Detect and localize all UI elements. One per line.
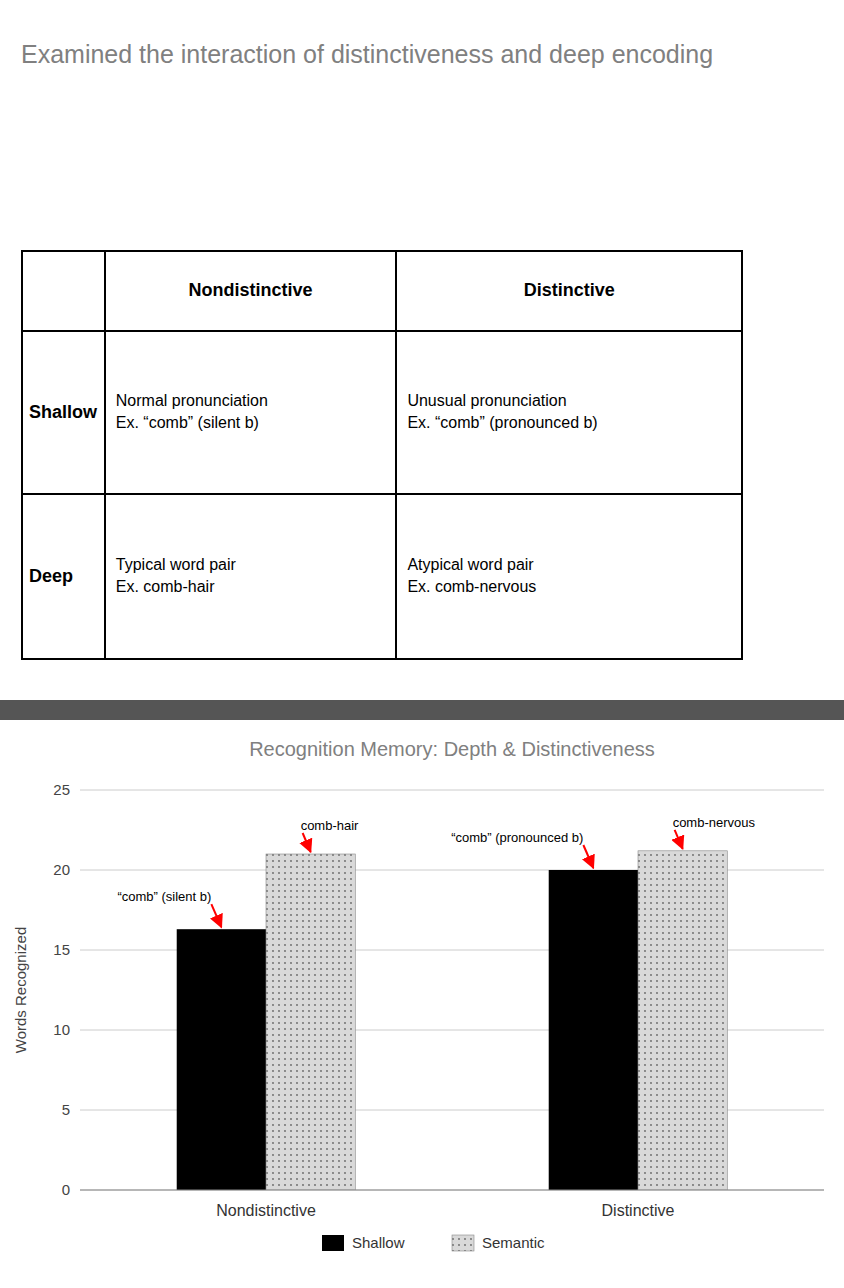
y-tick-label: 20 <box>53 861 70 878</box>
grid-line <box>80 1190 824 1191</box>
chart-title: Recognition Memory: Depth & Distinctiven… <box>249 738 655 760</box>
column-header: Nondistinctive <box>105 251 397 331</box>
annotation: “comb” (silent b) <box>117 889 211 904</box>
row-header: Shallow <box>22 331 105 494</box>
table-cell: Atypical word pair Ex. comb-nervous <box>396 494 742 659</box>
header-row: NondistinctiveDistinctive <box>22 251 742 331</box>
table-cell: Normal pronunciation Ex. “comb” (silent … <box>105 331 397 494</box>
annotation-arrow <box>211 904 221 927</box>
y-axis-label: Words Recognized <box>12 927 29 1053</box>
annotation-arrow <box>303 833 311 852</box>
x-tick-label: Distinctive <box>602 1202 675 1219</box>
annotation-arrow <box>583 845 593 868</box>
table: NondistinctiveDistinctiveShallowNormal p… <box>21 250 743 660</box>
legend-label: Shallow <box>352 1234 405 1251</box>
legend-swatch <box>452 1235 474 1251</box>
bar <box>177 929 266 1190</box>
bar <box>549 870 638 1190</box>
annotation-arrow <box>675 830 683 849</box>
top-panel: Examined the interaction of distinctiven… <box>0 0 844 700</box>
corner-cell <box>22 251 105 331</box>
legend-swatch <box>322 1235 344 1251</box>
bar-chart: Recognition Memory: Depth & Distinctiven… <box>0 720 844 1288</box>
y-tick-label: 10 <box>53 1021 70 1038</box>
bars <box>177 851 728 1190</box>
grid-line <box>80 790 824 791</box>
table-row: DeepTypical word pair Ex. comb-hairAtypi… <box>22 494 742 659</box>
x-axis-line <box>80 1190 824 1191</box>
page-title: Examined the interaction of distinctiven… <box>21 40 713 69</box>
y-tick-label: 15 <box>53 941 70 958</box>
x-tick-label: Nondistinctive <box>216 1202 316 1219</box>
divider <box>0 700 844 720</box>
bar <box>266 854 355 1190</box>
table-row: ShallowNormal pronunciation Ex. “comb” (… <box>22 331 742 494</box>
y-tick-label: 5 <box>62 1101 70 1118</box>
annotation: “comb” (pronounced b) <box>451 830 583 845</box>
legend-label: Semantic <box>482 1234 545 1251</box>
table-cell: Unusual pronunciation Ex. “comb” (pronou… <box>396 331 742 494</box>
y-tick-label: 0 <box>62 1181 70 1198</box>
row-header: Deep <box>22 494 105 659</box>
table-cell: Typical word pair Ex. comb-hair <box>105 494 397 659</box>
annotation: comb-nervous <box>673 815 756 830</box>
column-header: Distinctive <box>396 251 742 331</box>
annotation: comb-hair <box>301 818 359 833</box>
bar <box>638 851 727 1190</box>
y-tick-label: 25 <box>53 781 70 798</box>
